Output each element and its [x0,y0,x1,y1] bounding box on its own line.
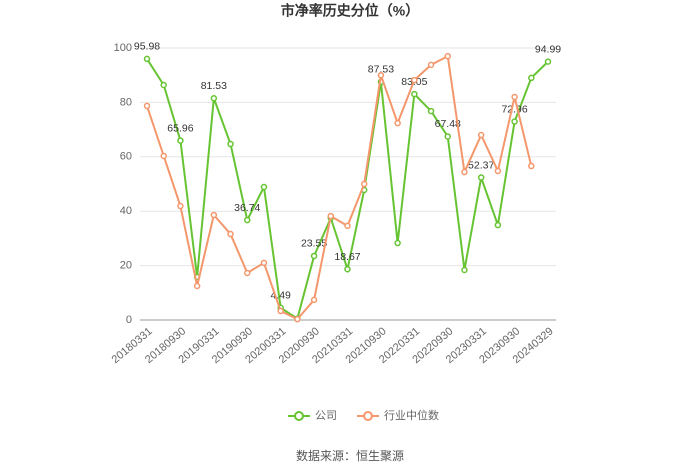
data-point [377,71,385,79]
y-tick-label: 20 [120,260,132,272]
data-point [143,55,151,63]
data-point [461,168,468,176]
data-point [461,266,468,274]
data-point [310,252,318,260]
data-label: 23.55 [301,238,327,250]
data-label: 18.67 [334,251,360,263]
data-point [143,102,151,110]
data-label: 87.53 [368,64,394,76]
data-point [477,131,485,139]
data-point [528,74,535,82]
data-point [360,180,368,188]
data-point [444,52,451,60]
data-point [344,265,351,273]
data-point [210,94,218,102]
data-point [494,167,502,175]
data-label: 72.96 [501,103,527,115]
data-point [327,212,335,220]
data-point [210,211,218,219]
series-line [146,58,549,321]
data-label: 36.74 [234,202,260,214]
y-tick-label: 100 [114,42,132,54]
data-point [411,90,418,98]
data-label: 67.48 [435,118,461,130]
data-point [427,107,435,115]
y-tick-label: 60 [120,151,132,163]
legend-marker [363,411,373,421]
y-tick-label: 40 [120,205,132,217]
data-point [477,174,485,181]
data-point [227,230,234,238]
data-point [244,216,251,224]
data-label: 65.96 [167,122,193,134]
data-point [394,239,401,247]
series-line [146,54,533,321]
legend-marker [294,411,304,421]
y-tick-label: 0 [126,314,132,326]
data-point [193,282,201,290]
data-label: 94.99 [535,43,561,55]
data-point [227,140,234,148]
data-point [260,183,268,191]
data-point [244,269,251,277]
data-label: 95.98 [134,41,160,53]
data-point [427,61,435,69]
data-point [177,137,184,144]
data-point [394,119,401,127]
data-point [260,259,268,267]
source: 数据来源：恒生聚源 [296,448,404,463]
y-tick-label: 80 [120,96,132,108]
legend-label: 行业中位数 [384,408,439,422]
data-point [294,315,301,323]
data-point [344,222,351,230]
data-point [310,296,318,304]
data-point [511,118,518,125]
data-point [160,81,167,89]
chart-title: 市净率历史分位（%） [281,3,419,19]
data-point [528,162,535,170]
data-point [177,202,184,210]
data-label: 81.53 [201,80,227,92]
data-point [444,133,451,140]
data-label: 52.37 [468,159,494,171]
data-point [160,152,167,160]
data-point [544,58,552,65]
data-point [277,307,284,315]
legend-label: 公司 [315,410,337,422]
data-point [511,93,518,101]
data-point [411,76,418,84]
data-point [494,221,502,229]
